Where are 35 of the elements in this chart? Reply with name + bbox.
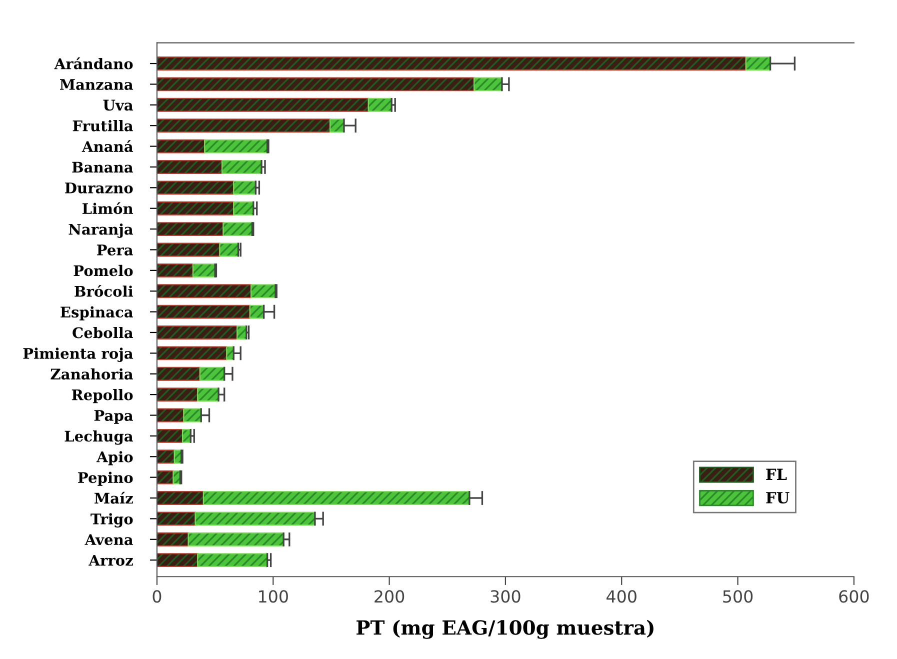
x-tick-label: 600 bbox=[839, 590, 869, 603]
y-tick-label: Frutilla bbox=[72, 120, 134, 132]
x-tick-label: 200 bbox=[374, 590, 404, 603]
y-tick-label: Papa bbox=[94, 410, 134, 424]
y-tick-label: Trigo bbox=[90, 513, 133, 528]
x-tick-label: 400 bbox=[606, 590, 636, 603]
y-tick-label: Arroz bbox=[88, 554, 133, 566]
x-tick-label: 500 bbox=[723, 590, 753, 603]
y-tick-label: Pera bbox=[97, 244, 134, 256]
x-tick-label: 0 bbox=[152, 590, 162, 603]
y-tick-label: Pepino bbox=[78, 472, 133, 486]
y-tick-label: Ananá bbox=[82, 140, 134, 152]
legend-label: FL bbox=[766, 468, 787, 480]
x-tick-label: 300 bbox=[490, 590, 520, 603]
y-tick-label: Pomelo bbox=[74, 264, 133, 276]
y-tick-label: Avena bbox=[84, 534, 134, 546]
y-tick-label: Cebolla bbox=[72, 326, 134, 338]
x-tick-label: 100 bbox=[259, 590, 288, 603]
y-tick-label: Maíz bbox=[94, 492, 133, 504]
y-tick-label: Apio bbox=[96, 451, 133, 466]
y-tick-label: Zanahoria bbox=[50, 368, 134, 380]
y-tick-label: Brócoli bbox=[74, 284, 133, 297]
legend-label: FU bbox=[766, 492, 790, 504]
y-tick-label: Uva bbox=[103, 100, 134, 111]
x-axis-title: PT (mg EAG/100g muestra) bbox=[356, 620, 654, 639]
y-tick-label: Repollo bbox=[72, 389, 133, 404]
y-tick-label: Arándano bbox=[54, 57, 133, 70]
y-tick-label: Durazno bbox=[65, 182, 133, 194]
y-tick-label: Espinaca bbox=[60, 306, 134, 320]
y-tick-label: Lechuga bbox=[64, 430, 134, 445]
y-tick-label: Banana bbox=[72, 162, 134, 173]
y-tick-label: Pimienta roja bbox=[23, 348, 134, 362]
y-tick-label: Naranja bbox=[68, 224, 134, 238]
y-tick-label: Limón bbox=[82, 202, 134, 214]
y-tick-label: Manzana bbox=[60, 79, 134, 90]
